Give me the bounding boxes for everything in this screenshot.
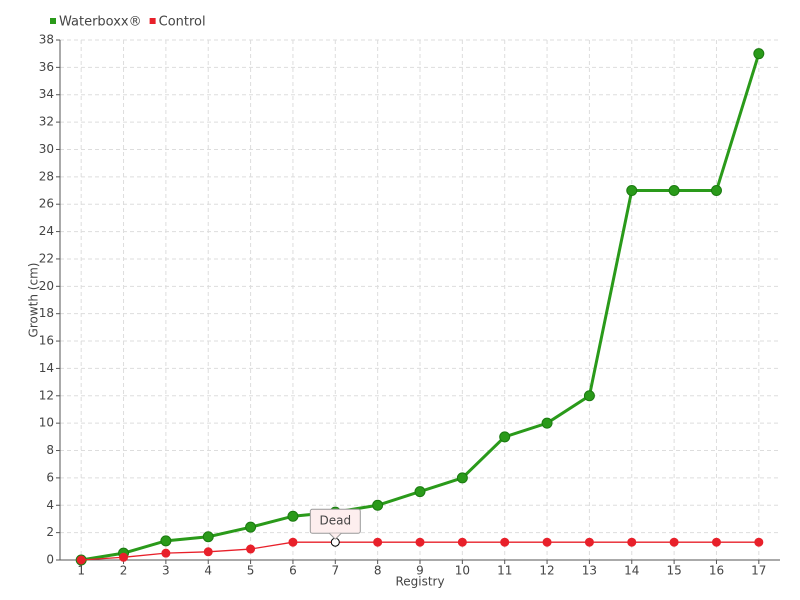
x-tick-label: 8	[374, 564, 382, 578]
x-tick-label: 1	[77, 564, 85, 578]
y-tick-label: 26	[39, 197, 54, 211]
data-point	[415, 537, 425, 547]
data-point	[161, 548, 171, 558]
data-point	[373, 537, 383, 547]
x-tick-label: 16	[709, 564, 724, 578]
data-point	[203, 547, 213, 557]
legend-label: Control	[159, 15, 206, 30]
x-tick-label: 9	[416, 564, 424, 578]
data-point	[246, 544, 256, 554]
data-point	[287, 510, 299, 522]
x-tick-label: 3	[162, 564, 170, 578]
x-tick-label: 15	[666, 564, 681, 578]
data-point	[584, 537, 594, 547]
y-tick-label: 38	[39, 33, 54, 47]
x-tick-label: 5	[247, 564, 255, 578]
y-tick-label: 24	[39, 224, 54, 238]
x-tick-label: 13	[582, 564, 597, 578]
x-tick-label: 14	[624, 564, 639, 578]
y-tick-label: 0	[46, 553, 54, 567]
legend-swatch	[149, 18, 156, 24]
annotation-text: Dead	[319, 514, 351, 528]
data-point	[542, 537, 552, 547]
data-point	[627, 537, 637, 547]
y-tick-label: 16	[39, 334, 54, 348]
data-point	[119, 552, 129, 562]
data-point	[456, 472, 468, 484]
y-tick-label: 22	[39, 251, 54, 265]
y-tick-label: 6	[46, 470, 54, 484]
y-tick-label: 28	[39, 169, 54, 183]
y-tick-label: 36	[39, 60, 54, 74]
data-point	[500, 537, 510, 547]
data-point	[414, 486, 426, 498]
legend-swatch	[50, 18, 56, 24]
y-tick-label: 20	[39, 279, 54, 293]
data-point	[753, 48, 765, 60]
x-axis-label: Registry	[395, 575, 444, 589]
y-tick-label: 12	[39, 388, 54, 402]
data-point	[626, 185, 638, 197]
x-tick-label: 17	[751, 564, 766, 578]
x-tick-label: 10	[455, 564, 470, 578]
data-point	[160, 535, 172, 547]
y-tick-label: 18	[39, 306, 54, 320]
data-point	[245, 521, 257, 533]
x-tick-label: 12	[539, 564, 554, 578]
x-tick-label: 11	[497, 564, 512, 578]
data-point	[668, 185, 680, 197]
data-point	[288, 537, 298, 547]
x-tick-label: 4	[204, 564, 212, 578]
y-tick-label: 8	[46, 443, 54, 457]
data-point	[711, 537, 721, 547]
legend-label: Waterboxx®	[59, 15, 142, 30]
data-point	[583, 390, 595, 402]
data-point	[202, 531, 214, 543]
data-point	[499, 431, 511, 443]
data-point	[457, 537, 467, 547]
data-point	[541, 417, 553, 429]
annotation-pointer	[328, 532, 342, 540]
y-tick-label: 4	[46, 498, 54, 512]
data-point	[710, 185, 722, 197]
x-tick-label: 2	[120, 564, 128, 578]
y-tick-label: 30	[39, 142, 54, 156]
data-point	[76, 555, 86, 565]
x-tick-label: 6	[289, 564, 297, 578]
data-point	[754, 537, 764, 547]
y-tick-label: 14	[39, 361, 54, 375]
x-tick-label: 7	[331, 564, 339, 578]
y-axis-label: Growth (cm)	[27, 263, 41, 338]
y-tick-label: 32	[39, 115, 54, 129]
y-tick-label: 2	[46, 525, 54, 539]
data-point	[669, 537, 679, 547]
data-point	[372, 499, 384, 511]
y-tick-label: 34	[39, 87, 54, 101]
y-tick-label: 10	[39, 416, 54, 430]
